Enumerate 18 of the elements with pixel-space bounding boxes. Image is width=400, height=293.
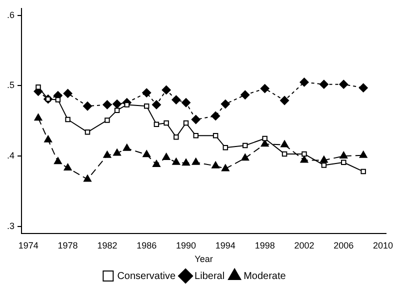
x-tick-label: 1986	[136, 240, 157, 250]
x-axis-title: Year	[194, 254, 213, 264]
y-tick-label: .4	[6, 150, 15, 161]
x-tick-label: 2010	[373, 240, 394, 250]
y-tick-label: .5	[6, 80, 15, 90]
x-tick-label: 2002	[294, 240, 314, 250]
x-tick-label: 2006	[334, 240, 354, 250]
x-tick-label: 1974	[18, 240, 38, 250]
y-tick-label: .3	[6, 220, 15, 231]
x-tick-label: 1998	[254, 240, 275, 250]
x-tick-label: 1994	[215, 240, 236, 250]
x-tick-label: 1982	[97, 240, 118, 250]
legend-label: Moderate	[244, 270, 286, 282]
x-tick-label: 1978	[58, 240, 78, 250]
x-tick-label: 1990	[176, 240, 196, 250]
legend-label: Liberal	[194, 270, 225, 282]
legend-label: Conservative	[117, 270, 176, 282]
y-tick-label: .6	[6, 10, 15, 20]
